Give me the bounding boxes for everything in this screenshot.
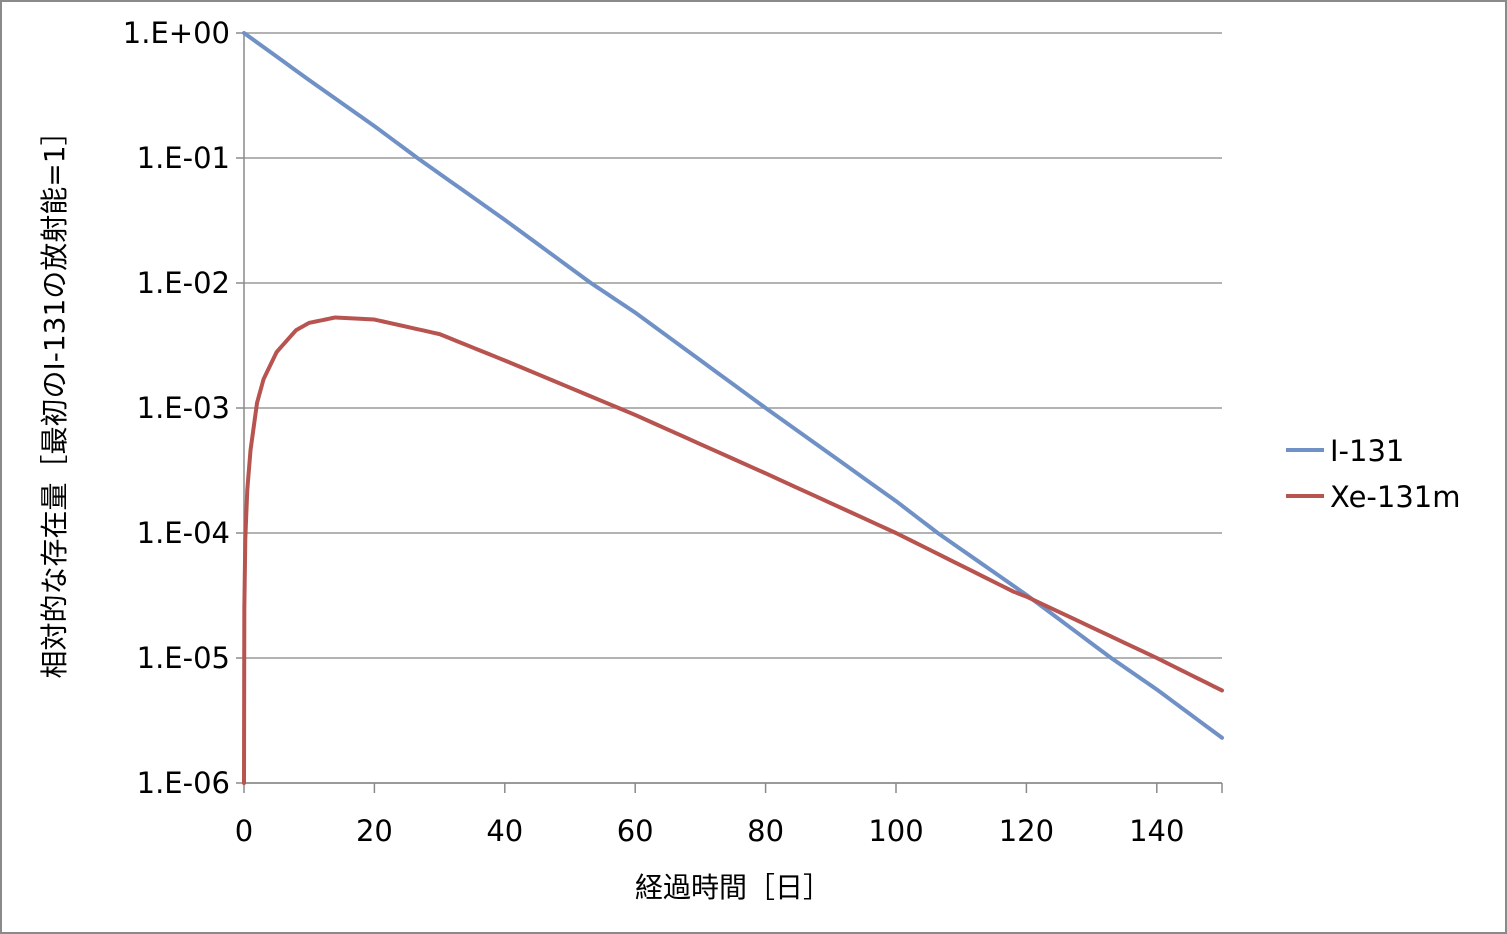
y-tick-label: 1.E+00 — [123, 16, 230, 50]
series-line-i-131 — [242, 31, 1224, 740]
y-tick-label: 1.E-03 — [137, 391, 230, 425]
x-tick-label: 120 — [999, 814, 1054, 848]
y-tick-label: 1.E-06 — [137, 766, 230, 800]
x-tick-label: 40 — [486, 814, 523, 848]
y-tick-label: 1.E-05 — [137, 641, 230, 675]
legend-label: Xe-131m — [1330, 480, 1460, 514]
x-tick-label: 20 — [356, 814, 393, 848]
y-axis-title: 相対的な存在量［最初のI-131の放射能=1］ — [38, 117, 71, 678]
axes — [236, 32, 1223, 793]
x-tick-label: 100 — [868, 814, 923, 848]
x-axis-title: 経過時間［日］ — [635, 871, 831, 904]
grid-lines — [244, 32, 1222, 784]
x-tick-label: 60 — [617, 814, 654, 848]
y-tick-label: 1.E-01 — [137, 141, 230, 175]
x-tick-label: 140 — [1129, 814, 1184, 848]
y-tick-labels: 1.E+00 1.E-01 1.E-02 1.E-03 1.E-04 1.E-05 1.E-… — [123, 16, 230, 800]
y-tick-label: 1.E-04 — [137, 516, 230, 550]
y-tick-label: 1.E-02 — [137, 266, 230, 300]
legend: I-131 Xe-131m — [1286, 434, 1460, 514]
legend-label: I-131 — [1330, 434, 1404, 468]
x-tick-label: 0 — [235, 814, 253, 848]
x-tick-labels: 0 20 40 60 80 100 120 140 — [235, 814, 1185, 848]
series-line-xe-131m — [242, 315, 1224, 785]
series-lines — [242, 31, 1224, 785]
x-tick-label: 80 — [747, 814, 784, 848]
